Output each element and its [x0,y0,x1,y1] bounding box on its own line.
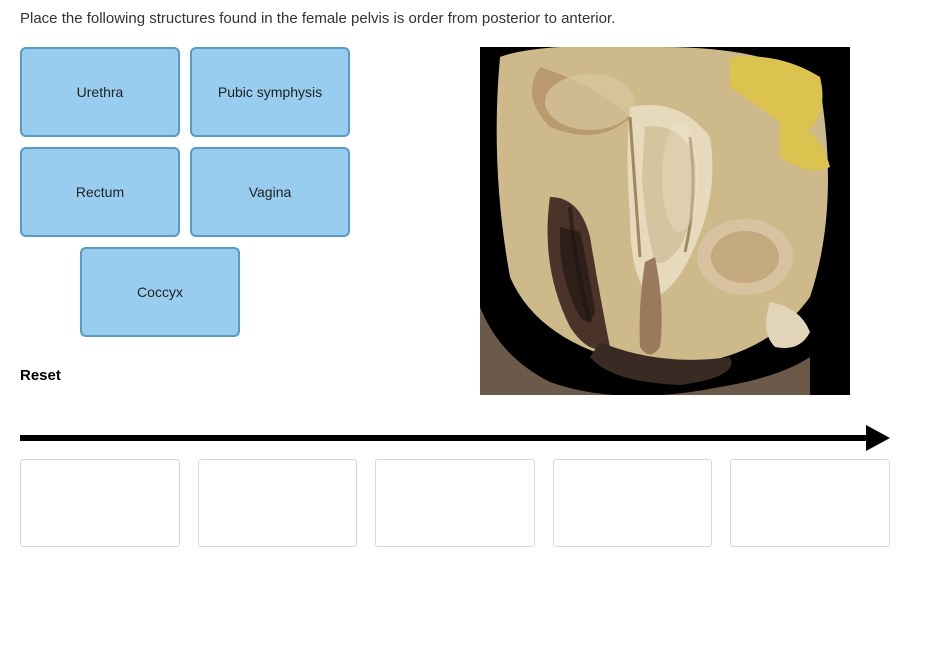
upper-region: Urethra Pubic symphysis Rectum Vagina Co… [20,47,908,395]
drop-slot-4[interactable] [553,459,713,547]
anatomy-image [480,47,850,395]
tile-urethra[interactable]: Urethra [20,47,180,137]
drop-slot-5[interactable] [730,459,890,547]
arrow-shaft [20,435,870,441]
drop-target-row [20,459,890,547]
tile-row-2: Rectum Vagina [20,147,440,237]
tile-rectum[interactable]: Rectum [20,147,180,237]
drop-slot-2[interactable] [198,459,358,547]
draggable-tiles-area: Urethra Pubic symphysis Rectum Vagina Co… [20,47,440,385]
tile-row-1: Urethra Pubic symphysis [20,47,440,137]
drop-slot-3[interactable] [375,459,535,547]
tile-vagina[interactable]: Vagina [190,147,350,237]
sagittal-pelvis-svg [480,47,850,395]
tile-coccyx[interactable]: Coccyx [80,247,240,337]
tile-pubic-symphysis[interactable]: Pubic symphysis [190,47,350,137]
question-prompt: Place the following structures found in … [20,10,908,27]
tile-row-3: Coccyx [20,247,440,337]
arrow-head-icon [866,425,890,451]
direction-arrow [20,423,890,453]
reset-button[interactable]: Reset [20,367,61,384]
drop-slot-1[interactable] [20,459,180,547]
